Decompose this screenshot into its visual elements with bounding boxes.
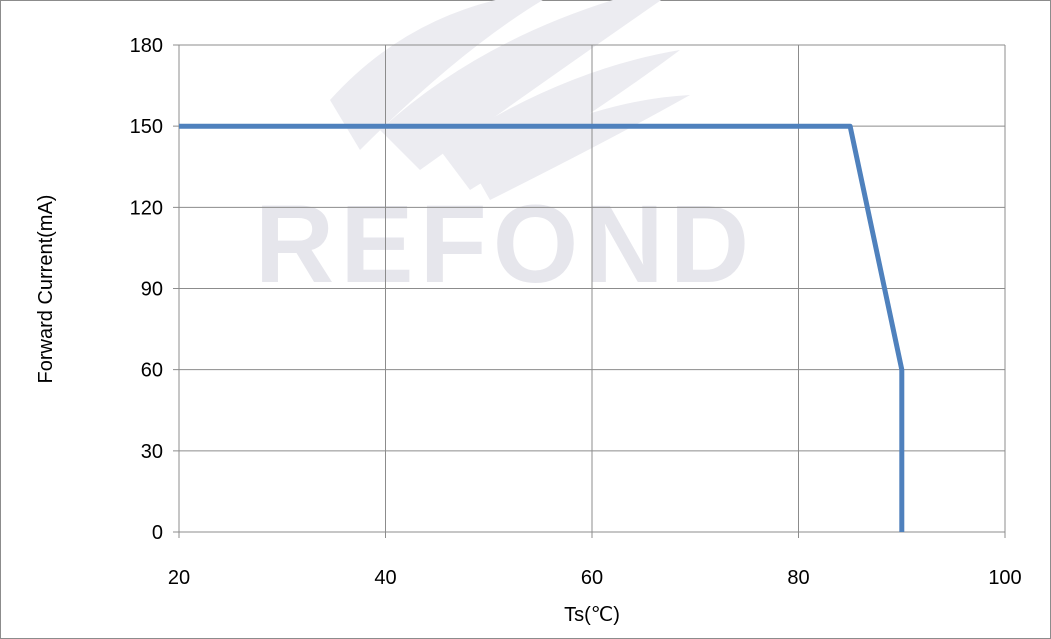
- x-tick-label: 20: [168, 567, 190, 589]
- y-tick-label: 30: [141, 441, 163, 463]
- series-group: [179, 123, 905, 532]
- y-tick-labels: 0 30 60 90 120 150 180: [130, 35, 163, 544]
- y-axis-label: Forward Current(mA): [35, 195, 57, 384]
- x-tick-label: 100: [988, 567, 1021, 589]
- svg-text:REFOND: REFOND: [255, 183, 755, 306]
- x-tick-labels: 20 40 60 80 100: [168, 567, 1022, 589]
- y-tick-label: 0: [152, 522, 163, 544]
- x-tick-label: 40: [374, 567, 396, 589]
- y-tick-label: 90: [141, 279, 163, 301]
- series-line: [179, 123, 905, 532]
- y-tick-label: 60: [141, 360, 163, 382]
- y-tick-label: 150: [130, 116, 163, 138]
- x-tick-label: 60: [581, 567, 603, 589]
- watermark-logo: REFOND: [255, 0, 755, 306]
- x-tick-label: 80: [787, 567, 809, 589]
- y-tick-label: 120: [130, 197, 163, 219]
- y-tick-label: 180: [130, 35, 163, 57]
- x-axis-label: Ts(℃): [564, 604, 620, 626]
